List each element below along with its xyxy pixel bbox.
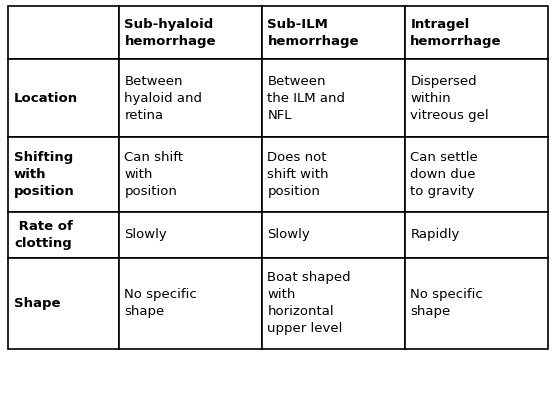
Text: Slowly: Slowly	[125, 228, 167, 241]
Bar	[8, 6, 119, 59]
Text: Dispersed
within
vitreous gel: Dispersed within vitreous gel	[410, 74, 489, 121]
Bar	[405, 59, 548, 137]
Bar	[262, 212, 405, 258]
Text: Location: Location	[14, 91, 78, 104]
Text: Sub-hyaloid
hemorrhage: Sub-hyaloid hemorrhage	[125, 18, 216, 48]
Text: Slowly: Slowly	[267, 228, 310, 241]
Bar	[262, 137, 405, 212]
Bar	[405, 258, 548, 349]
Text: No specific
shape: No specific shape	[410, 288, 483, 318]
Text: No specific
shape: No specific shape	[125, 288, 197, 318]
Text: Does not
shift with
position: Does not shift with position	[267, 151, 329, 198]
Bar	[8, 137, 119, 212]
Bar	[119, 59, 262, 137]
Text: Shifting
with
position: Shifting with position	[14, 151, 75, 198]
Text: Can settle
down due
to gravity: Can settle down due to gravity	[410, 151, 478, 198]
Bar	[262, 6, 405, 59]
Bar	[405, 6, 548, 59]
Bar	[8, 258, 119, 349]
Bar	[119, 6, 262, 59]
Text: Rate of
clotting: Rate of clotting	[14, 220, 73, 250]
Text: Intragel
hemorrhage: Intragel hemorrhage	[410, 18, 502, 48]
Text: Can shift
with
position: Can shift with position	[125, 151, 183, 198]
Bar	[8, 59, 119, 137]
Bar	[119, 212, 262, 258]
Text: Boat shaped
with
horizontal
upper level: Boat shaped with horizontal upper level	[267, 271, 351, 335]
Text: Between
the ILM and
NFL: Between the ILM and NFL	[267, 74, 345, 121]
Bar	[119, 258, 262, 349]
Text: Between
hyaloid and
retina: Between hyaloid and retina	[125, 74, 202, 121]
Bar	[262, 258, 405, 349]
Bar	[405, 137, 548, 212]
Bar	[405, 212, 548, 258]
Text: Rapidly: Rapidly	[410, 228, 460, 241]
Bar	[8, 212, 119, 258]
Text: Shape: Shape	[14, 297, 61, 310]
Bar	[262, 59, 405, 137]
Bar	[119, 137, 262, 212]
Text: Sub-ILM
hemorrhage: Sub-ILM hemorrhage	[267, 18, 359, 48]
